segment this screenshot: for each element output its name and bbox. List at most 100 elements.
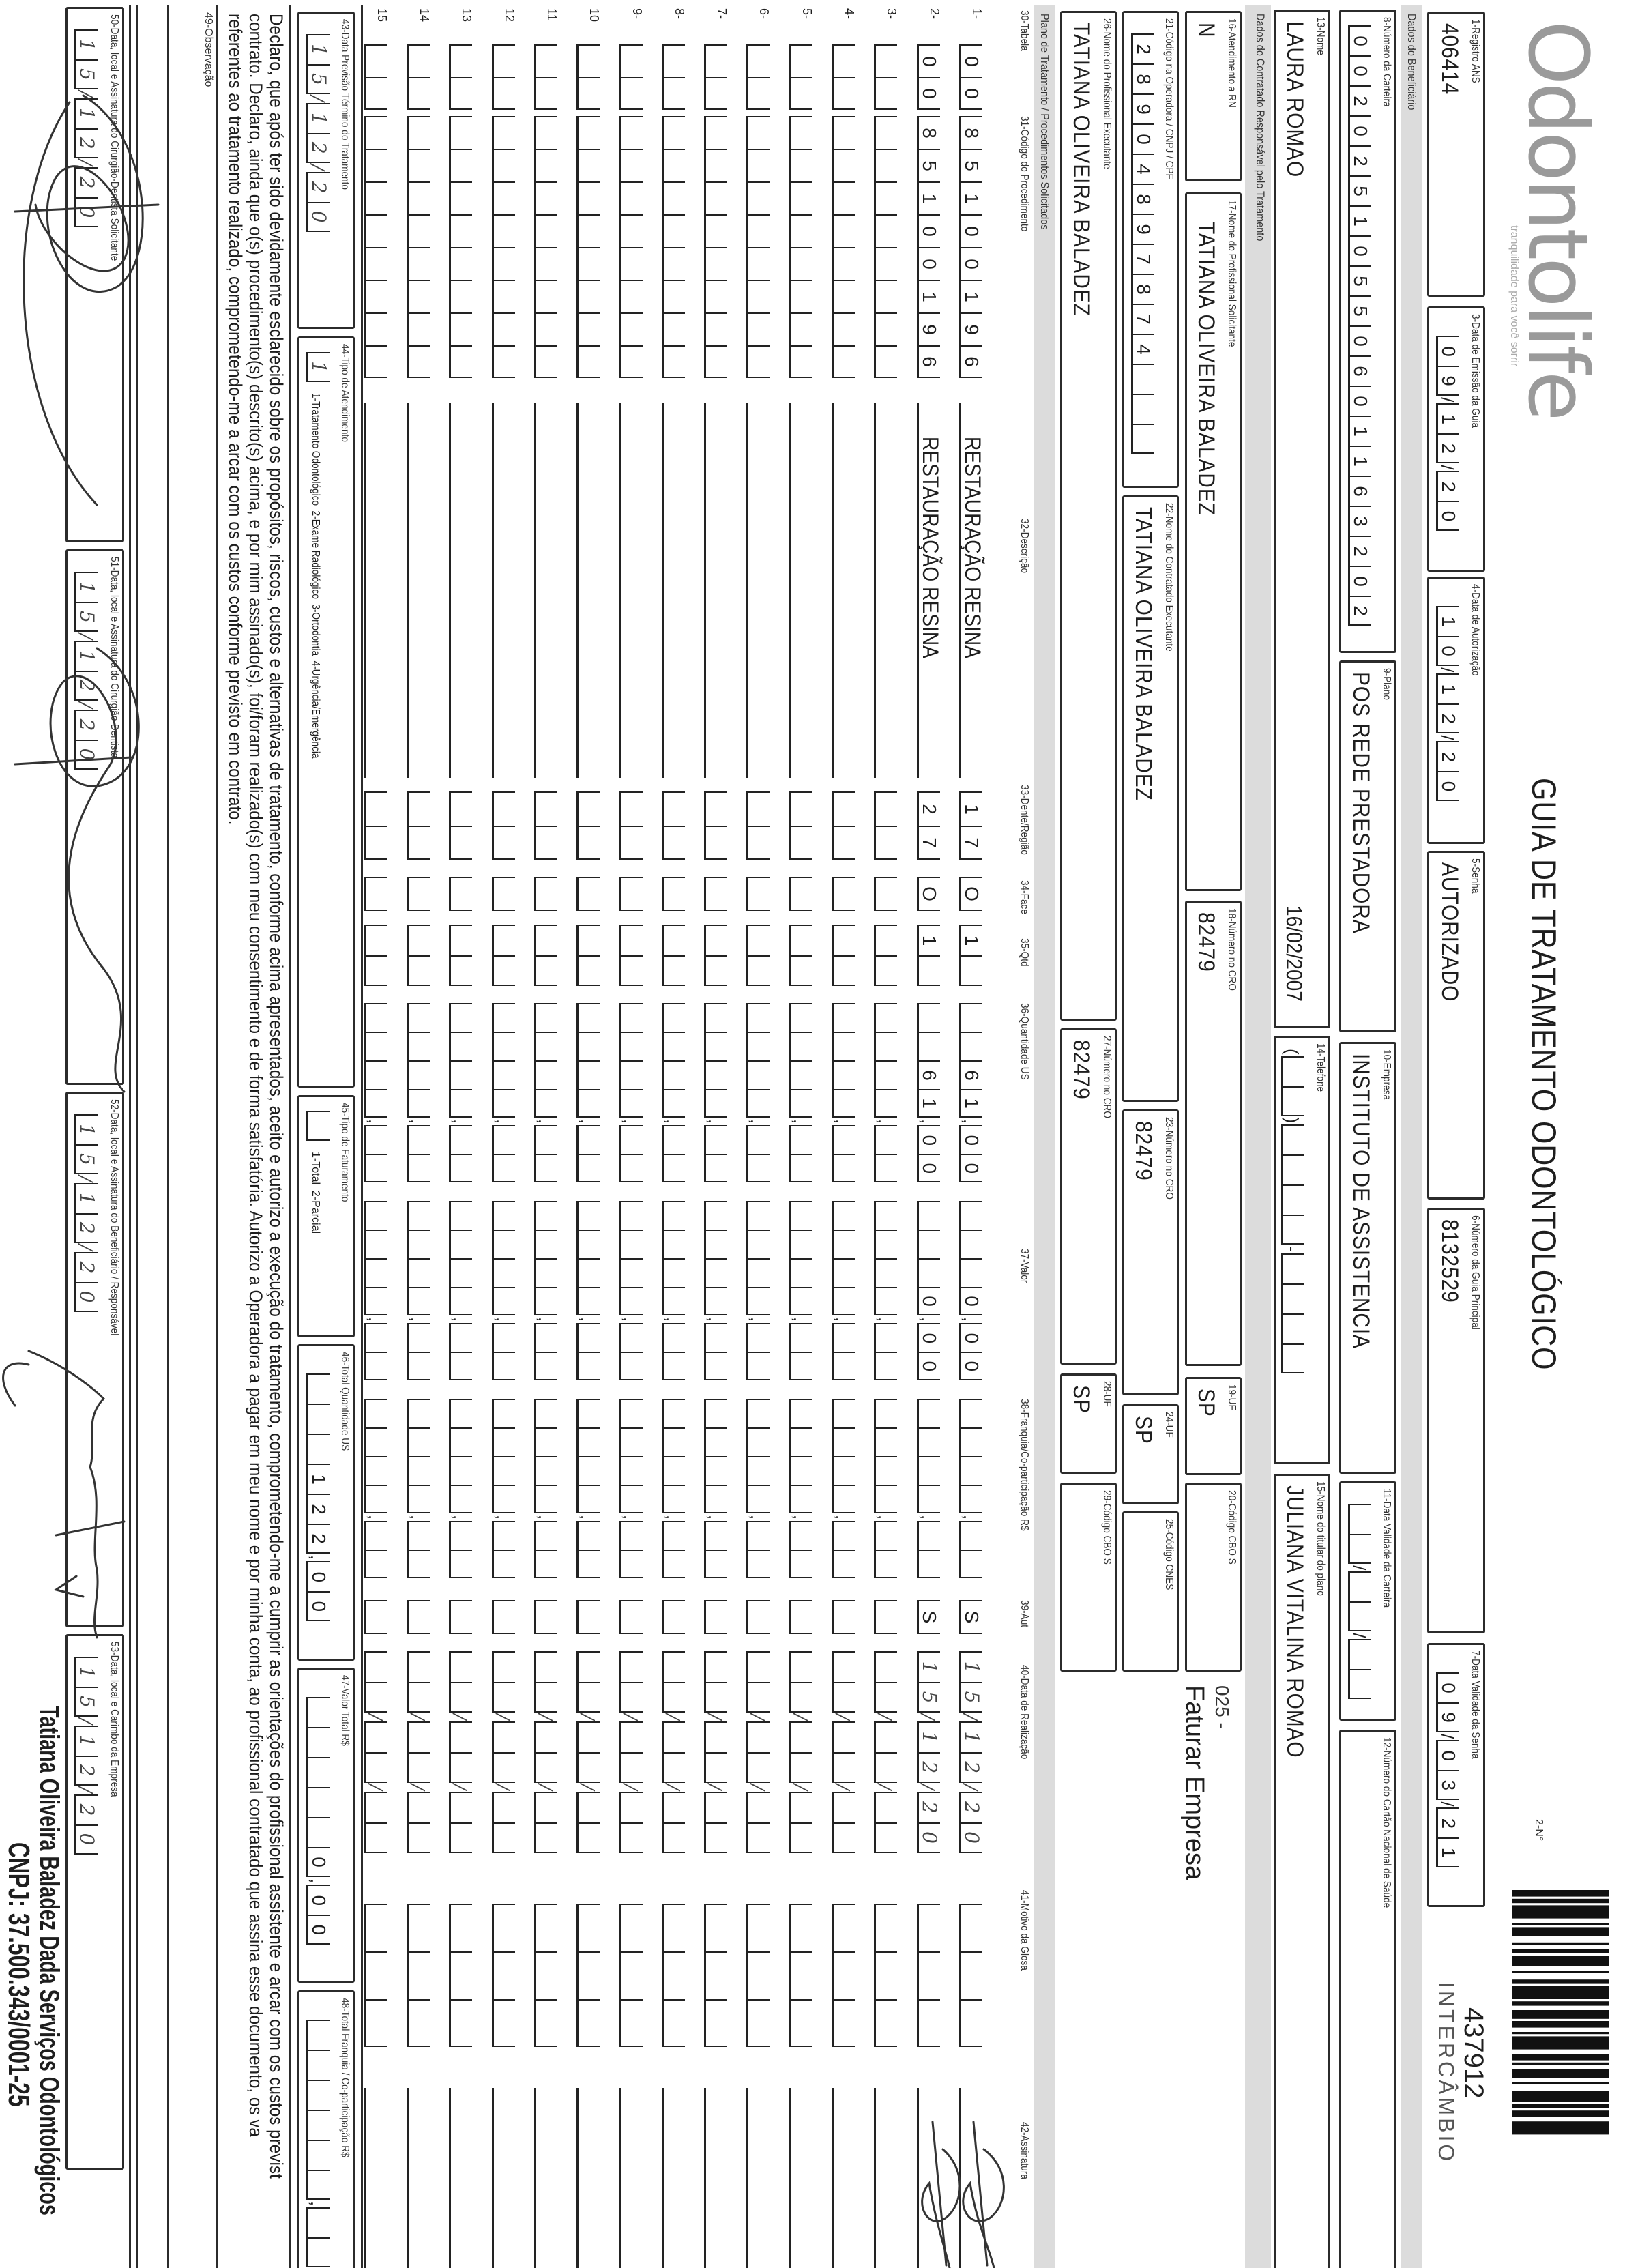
- tabela-cells[interactable]: [491, 44, 515, 110]
- assinatura-field[interactable]: [704, 2088, 728, 2268]
- face-cell[interactable]: [874, 877, 898, 911]
- face-cell[interactable]: [746, 877, 770, 911]
- franquia-cells[interactable]: ,: [491, 1399, 515, 1579]
- valor-cells[interactable]: ,: [619, 1201, 643, 1381]
- face-cell[interactable]: [576, 877, 600, 911]
- qtd-cells[interactable]: [576, 925, 600, 986]
- qtd-cells[interactable]: [661, 925, 685, 986]
- qtd-cells[interactable]: [704, 925, 728, 986]
- valor-cells[interactable]: ,: [746, 1201, 770, 1381]
- data-realizacao-cells[interactable]: / /: [874, 1651, 898, 1853]
- glosa-cells[interactable]: [789, 1904, 812, 2047]
- qtd-cells[interactable]: [619, 925, 643, 986]
- valor-cells[interactable]: ,: [534, 1201, 557, 1381]
- aut-cell[interactable]: [449, 1600, 473, 1634]
- quantidade-us-cells[interactable]: ,: [746, 1003, 770, 1183]
- data-realizacao-cells[interactable]: / /: [449, 1651, 473, 1853]
- valor-cells[interactable]: ,: [491, 1201, 515, 1381]
- dente-cells[interactable]: [832, 791, 855, 860]
- face-cell[interactable]: [491, 877, 515, 911]
- tabela-cells[interactable]: [449, 44, 473, 110]
- aut-cell[interactable]: [661, 1600, 685, 1634]
- field-profissional-solicitante[interactable]: 17-Nome do Profissional Solicitante TATI…: [1185, 192, 1242, 891]
- assinatura-field[interactable]: [916, 2088, 940, 2268]
- valor-cells[interactable]: ,: [704, 1201, 728, 1381]
- valor-cells[interactable]: ,: [407, 1201, 430, 1381]
- data-realizacao-cells[interactable]: / /: [576, 1651, 600, 1853]
- descricao-field[interactable]: [491, 403, 515, 778]
- valor-cells[interactable]: ,: [661, 1201, 685, 1381]
- franquia-cells[interactable]: ,: [576, 1399, 600, 1579]
- franquia-cells[interactable]: ,: [619, 1399, 643, 1579]
- valor-cells[interactable]: ,: [449, 1201, 473, 1381]
- quantidade-us-cells[interactable]: ,: [449, 1003, 473, 1183]
- dente-cells[interactable]: [491, 791, 515, 860]
- descricao-field[interactable]: [832, 403, 855, 778]
- codigo-cells[interactable]: [874, 116, 898, 378]
- codigo-cells[interactable]: [619, 116, 643, 378]
- field-profissional-executante[interactable]: 26-Nome do Profissional Executante TATIA…: [1060, 11, 1117, 1021]
- qtd-cells[interactable]: [449, 925, 473, 986]
- descricao-field[interactable]: [704, 403, 728, 778]
- franquia-cells[interactable]: ,: [704, 1399, 728, 1579]
- field-validade-carteira[interactable]: 11-Data Validade da Carteira / /: [1339, 1481, 1396, 1721]
- data-realizacao-cells[interactable]: / /: [661, 1651, 685, 1853]
- franquia-cells[interactable]: ,: [746, 1399, 770, 1579]
- field-cro-contratado[interactable]: 23-Número no CRO 82479: [1122, 1109, 1179, 1395]
- data-realizacao-cells[interactable]: / /: [832, 1651, 855, 1853]
- glosa-cells[interactable]: [704, 1904, 728, 2047]
- aut-cell[interactable]: [407, 1600, 430, 1634]
- field-data-autorizacao[interactable]: 4-Data de Autorização 1 0/1 2/2 0: [1427, 577, 1485, 844]
- codigo-cells[interactable]: [661, 116, 685, 378]
- franquia-cells[interactable]: ,: [832, 1399, 855, 1579]
- aut-cell[interactable]: [619, 1600, 643, 1634]
- valor-cells[interactable]: ,: [364, 1201, 387, 1381]
- field-titular-plano[interactable]: 15-Nome do titular do plano JULIANA VITA…: [1274, 1474, 1330, 2268]
- assinatura-field[interactable]: [789, 2088, 812, 2268]
- tabela-cells[interactable]: [619, 44, 643, 110]
- tabela-cells[interactable]: [407, 44, 430, 110]
- glosa-cells[interactable]: [407, 1904, 430, 2047]
- codigo-cells[interactable]: [832, 116, 855, 378]
- data-realizacao-cells[interactable]: 1 5/1 2/2 0: [916, 1651, 941, 1853]
- quantidade-us-cells[interactable]: ,: [832, 1003, 855, 1183]
- field-cro-solicitante[interactable]: 18-Número no CRO 82479: [1185, 901, 1242, 1366]
- qtd-cells[interactable]: [491, 925, 515, 986]
- tabela-cells[interactable]: [364, 44, 387, 110]
- tabela-cells[interactable]: [661, 44, 685, 110]
- glosa-cells[interactable]: [959, 1904, 982, 2047]
- descricao-field[interactable]: [661, 403, 685, 778]
- field-plano[interactable]: 9-Plano POS REDE PRESTADORA: [1339, 660, 1396, 1032]
- aut-cell[interactable]: [364, 1600, 387, 1634]
- franquia-cells[interactable]: ,: [916, 1399, 940, 1579]
- franquia-cells[interactable]: ,: [449, 1399, 473, 1579]
- field-senha[interactable]: 5-Senha AUTORIZADO: [1427, 851, 1485, 1200]
- glosa-cells[interactable]: [449, 1904, 473, 2047]
- dente-cells[interactable]: [874, 791, 898, 860]
- dente-cells[interactable]: [534, 791, 557, 860]
- assinatura-field[interactable]: [619, 2088, 643, 2268]
- glosa-cells[interactable]: [491, 1904, 515, 2047]
- data-realizacao-cells[interactable]: / /: [407, 1651, 430, 1853]
- assinatura-field[interactable]: [959, 2088, 982, 2268]
- descricao-field[interactable]: [959, 403, 982, 778]
- quantidade-us-cells[interactable]: ,: [874, 1003, 898, 1183]
- descricao-field[interactable]: [407, 403, 430, 778]
- field-validade-senha[interactable]: 7-Data Validade da Senha 0 9/0 3/2 1: [1427, 1643, 1485, 1907]
- data-realizacao-cells[interactable]: / /: [746, 1651, 770, 1853]
- field-assinatura-solicitante[interactable]: 50-Data, local e Assinatura do Cirurgião…: [65, 7, 124, 542]
- dente-cells[interactable]: [407, 791, 430, 860]
- aut-cell[interactable]: S: [959, 1600, 982, 1634]
- field-uf-solicitante[interactable]: 19-UF SP: [1185, 1377, 1242, 1475]
- quantidade-us-cells[interactable]: ,: [661, 1003, 685, 1183]
- field-cro-executante[interactable]: 27-Número no CRO 82479: [1060, 1028, 1117, 1365]
- valor-cells[interactable]: ,: [789, 1201, 812, 1381]
- face-cell[interactable]: [619, 877, 643, 911]
- assinatura-field[interactable]: [534, 2088, 557, 2268]
- aut-cell[interactable]: [789, 1600, 812, 1634]
- qtd-cells[interactable]: [746, 925, 770, 986]
